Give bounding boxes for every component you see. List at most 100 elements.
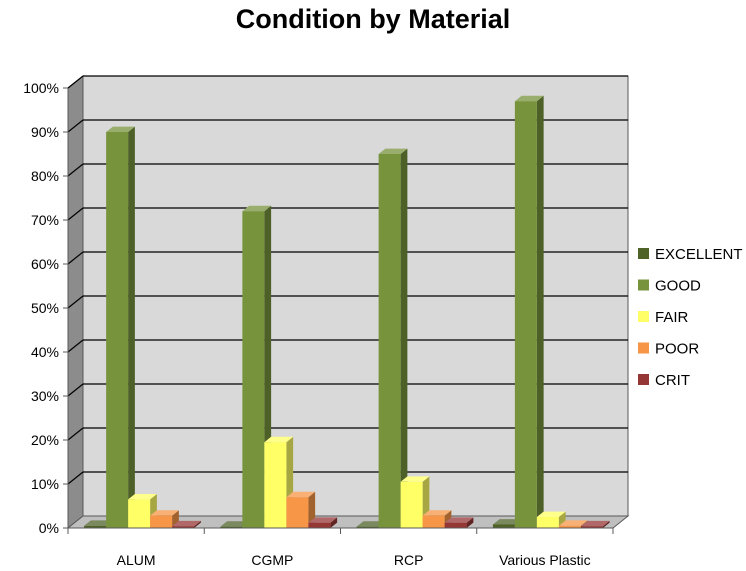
bar-side — [466, 517, 474, 528]
bar-front — [422, 515, 445, 528]
gridline-side — [67, 119, 84, 133]
bar-top — [220, 521, 250, 527]
bar-good-alum — [106, 126, 135, 528]
bar-front — [128, 499, 151, 528]
bar-front — [536, 517, 559, 528]
y-tick-label: 100% — [23, 80, 59, 96]
bar-top — [106, 126, 135, 132]
x-tick-label: CGMP — [251, 552, 293, 568]
chart-title: Condition by Material — [235, 4, 511, 34]
bar-side — [128, 126, 135, 528]
x-tick-label: Various Plastic — [499, 552, 591, 568]
legend-swatch — [638, 248, 649, 259]
legend-swatch — [638, 311, 649, 322]
bar-front — [492, 524, 515, 528]
bar-front — [106, 132, 129, 528]
bar-front — [220, 526, 243, 528]
y-axis-ticks: 0% 10% 20% 30% 40% 50% 60% 70% 80% 90% 100% — [23, 80, 68, 536]
x-tick-label: ALUM — [117, 552, 156, 568]
legend-item-poor: POOR — [638, 341, 699, 358]
gridline-side — [67, 383, 84, 397]
bar-front — [378, 154, 401, 528]
bar-front — [264, 442, 287, 528]
x-tick-label: RCP — [394, 552, 424, 568]
bar-crit-rcp — [444, 517, 474, 528]
legend-label: CRIT — [655, 372, 690, 389]
bar-front — [172, 526, 195, 528]
y-tick-label: 70% — [31, 212, 59, 228]
bar-top — [242, 205, 272, 212]
legend-label: EXCELLENT — [655, 246, 743, 263]
y-tick-label: 60% — [31, 256, 59, 272]
x-axis-ticks: ALUM CGMP RCP Various Plastic — [67, 528, 614, 568]
y-tick-label: 80% — [31, 168, 59, 184]
y-tick-label: 10% — [31, 476, 59, 492]
bar-top — [308, 517, 338, 523]
legend-label: POOR — [655, 341, 699, 358]
y-tick-label: 30% — [31, 388, 59, 404]
bar-crit-cgmp — [308, 517, 338, 528]
bar-good-various-plastic — [514, 95, 544, 529]
legend-swatch — [638, 342, 649, 354]
chart-walls — [66, 74, 630, 530]
bar-front — [580, 526, 603, 528]
bar-front — [84, 525, 107, 528]
bar-top — [422, 510, 452, 516]
y-tick-label: 50% — [31, 300, 59, 316]
bar-front — [286, 497, 309, 528]
bar-top — [536, 511, 566, 517]
y-tick-label: 0% — [39, 520, 59, 536]
bar-good-rcp — [378, 148, 408, 528]
bar-top — [400, 476, 430, 482]
legend-swatch — [638, 279, 649, 291]
legend-label: GOOD — [655, 278, 701, 295]
bar-crit-alum — [172, 520, 201, 528]
bar-top — [580, 520, 610, 527]
y-tick-label: 20% — [31, 432, 59, 448]
bar-top — [378, 148, 408, 154]
bar-top — [356, 521, 386, 527]
bar-side — [330, 517, 338, 528]
bar-top — [150, 510, 179, 516]
bar-front — [150, 515, 173, 528]
bar-top — [128, 494, 157, 500]
bar-poor-alum — [150, 510, 179, 528]
gridline-side — [67, 339, 84, 353]
bar-top — [444, 517, 474, 523]
bar-poor-cgmp — [286, 491, 316, 528]
bar-front — [356, 526, 379, 528]
gridline-side — [67, 471, 84, 485]
legend: EXCELLENT GOOD FAIR POOR CRIT — [638, 246, 743, 389]
y-tick-label: 40% — [31, 344, 59, 360]
bar-top — [264, 436, 294, 443]
bar-top — [172, 520, 201, 527]
legend-swatch — [638, 374, 649, 385]
bar-side — [602, 520, 610, 528]
gridline-side — [67, 207, 84, 221]
bar-top — [492, 519, 522, 525]
gridline-side — [67, 251, 84, 265]
legend-label: FAIR — [655, 309, 689, 326]
gridline-side — [67, 295, 84, 309]
bar-front — [558, 525, 581, 528]
bar-side — [536, 95, 544, 529]
legend-item-crit: CRIT — [638, 372, 690, 389]
legend-item-excellent: EXCELLENT — [638, 246, 743, 263]
legend-item-good: GOOD — [638, 278, 701, 295]
bar-front — [308, 522, 331, 528]
gridline-side — [67, 163, 84, 177]
bar-front — [400, 481, 423, 528]
bar-side — [194, 520, 201, 528]
bar-top — [514, 95, 544, 102]
bar-front — [444, 522, 467, 528]
gridline-side — [67, 427, 84, 441]
bars — [84, 95, 610, 529]
legend-item-fair: FAIR — [638, 309, 689, 326]
bar-top — [286, 491, 316, 498]
bar-top — [84, 520, 113, 526]
bar-crit-various-plastic — [580, 520, 610, 528]
bar-side — [400, 148, 408, 528]
y-tick-label: 90% — [31, 124, 59, 140]
bar-front — [514, 101, 537, 528]
